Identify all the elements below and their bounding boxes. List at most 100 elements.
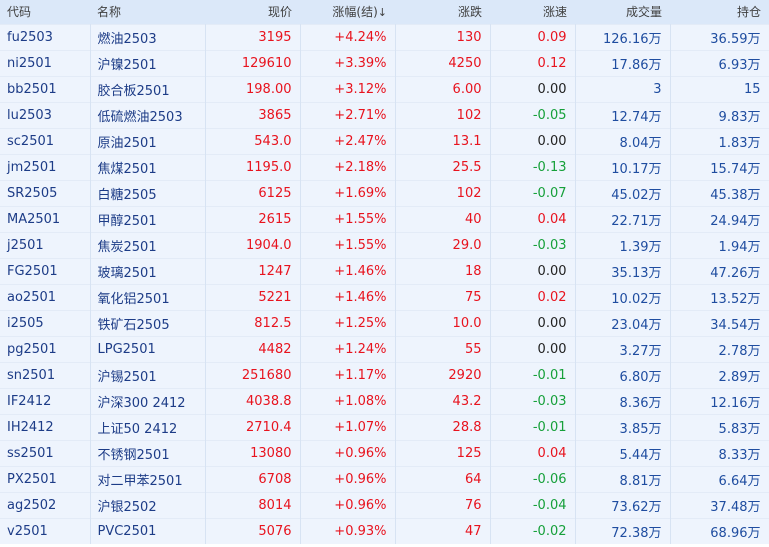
speed-cell: 0.00 (490, 309, 576, 336)
table-row[interactable]: MA2501 甲醇2501 2615 +1.55% 40 0.04 22.71万 24.94万 (0, 205, 769, 232)
table-row[interactable]: sn2501 沪锡2501 251680 +1.17% 2920 -0.01 6.80万 2.… (0, 361, 769, 388)
open-interest-cell: 1.83万 (670, 127, 769, 154)
change-pct-cell: +1.55% (300, 231, 396, 258)
speed-cell: -0.01 (490, 413, 576, 440)
open-interest-cell: 34.54万 (670, 309, 769, 336)
volume-cell: 3 (575, 75, 671, 102)
contract-code-cell: IF2412 (0, 387, 91, 414)
open-interest-cell: 6.64万 (670, 465, 769, 492)
change-pct-cell: +0.96% (300, 439, 396, 466)
volume-cell: 10.02万 (575, 283, 671, 310)
table-row[interactable]: IF2412 沪深300 2412 4038.8 +1.08% 43.2 -0.03 8.3… (0, 387, 769, 414)
table-row[interactable]: ni2501 沪镍2501 129610 +3.39% 4250 0.12 17.86万 6.… (0, 49, 769, 76)
contract-name-cell: 氧化铝2501 (90, 283, 206, 310)
price-cell: 3195 (205, 23, 301, 50)
volume-cell: 126.16万 (575, 23, 671, 50)
change-cell: 40 (395, 205, 491, 232)
table-row[interactable]: v2501 PVC2501 5076 +0.93% 47 -0.02 72.38万 68.96… (0, 517, 769, 544)
open-interest-cell: 68.96万 (670, 517, 769, 544)
change-pct-cell: +0.96% (300, 465, 396, 492)
open-interest-cell: 5.83万 (670, 413, 769, 440)
table-row[interactable]: jm2501 焦煤2501 1195.0 +2.18% 25.5 -0.13 10.17万 1… (0, 153, 769, 180)
change-pct-cell: +1.07% (300, 413, 396, 440)
contract-code-cell: i2505 (0, 309, 91, 336)
table-row[interactable]: lu2503 低硫燃油2503 3865 +2.71% 102 -0.05 12.74万 9.… (0, 101, 769, 128)
open-interest-cell: 2.78万 (670, 335, 769, 362)
contract-code-cell: sn2501 (0, 361, 91, 388)
col-header-volume[interactable]: 成交量 (625, 5, 662, 20)
col-header-price[interactable]: 现价 (267, 5, 292, 20)
speed-cell: 0.00 (490, 335, 576, 362)
contract-code-cell: j2501 (0, 231, 91, 258)
price-cell: 6125 (205, 179, 301, 206)
table-row[interactable]: ao2501 氧化铝2501 5221 +1.46% 75 0.02 10.02万 13.52… (0, 283, 769, 310)
change-cell: 64 (395, 465, 491, 492)
table-row[interactable]: bb2501 胶合板2501 198.00 +3.12% 6.00 0.00 3 15 (0, 75, 769, 102)
table-row[interactable]: j2501 焦炭2501 1904.0 +1.55% 29.0 -0.03 1.39万 1.9… (0, 231, 769, 258)
price-cell: 2710.4 (205, 413, 301, 440)
table-row[interactable]: IH2412 上证50 2412 2710.4 +1.07% 28.8 -0.01 3.85… (0, 413, 769, 440)
price-cell: 5076 (205, 517, 301, 544)
change-cell: 2920 (395, 361, 491, 388)
open-interest-cell: 24.94万 (670, 205, 769, 232)
speed-cell: -0.13 (490, 153, 576, 180)
table-row[interactable]: i2505 铁矿石2505 812.5 +1.25% 10.0 0.00 23.04万 34.… (0, 309, 769, 336)
table-row[interactable]: SR2505 白糖2505 6125 +1.69% 102 -0.07 45.02万 45.3… (0, 179, 769, 206)
contract-code-cell: ni2501 (0, 49, 91, 76)
speed-cell: -0.07 (490, 179, 576, 206)
table-row[interactable]: pg2501 LPG2501 4482 +1.24% 55 0.00 3.27万 2.78万 (0, 335, 769, 362)
change-cell: 76 (395, 491, 491, 518)
speed-cell: -0.06 (490, 465, 576, 492)
contract-name-cell: 上证50 2412 (90, 413, 206, 440)
change-pct-cell: +0.93% (300, 517, 396, 544)
table-row[interactable]: fu2503 燃油2503 3195 +4.24% 130 0.09 126.16万 36.5… (0, 23, 769, 50)
contract-name-cell: 甲醇2501 (90, 205, 206, 232)
col-header-code[interactable]: 代码 (7, 5, 32, 20)
table-row[interactable]: PX2501 对二甲苯2501 6708 +0.96% 64 -0.06 8.81万 6.64… (0, 465, 769, 492)
change-cell: 29.0 (395, 231, 491, 258)
open-interest-cell: 12.16万 (670, 387, 769, 414)
contract-name-cell: 铁矿石2505 (90, 309, 206, 336)
col-header-change-pct[interactable]: 涨幅(结)↓ (300, 0, 395, 24)
contract-name-cell: 玻璃2501 (90, 257, 206, 284)
price-cell: 6708 (205, 465, 301, 492)
open-interest-cell: 1.94万 (670, 231, 769, 258)
contract-code-cell: SR2505 (0, 179, 91, 206)
open-interest-cell: 13.52万 (670, 283, 769, 310)
table-row[interactable]: sc2501 原油2501 543.0 +2.47% 13.1 0.00 8.04万 1.83… (0, 127, 769, 154)
contract-code-cell: FG2501 (0, 257, 91, 284)
open-interest-cell: 36.59万 (670, 23, 769, 50)
change-pct-cell: +1.25% (300, 309, 396, 336)
contract-name-cell: 低硫燃油2503 (90, 101, 206, 128)
col-header-change[interactable]: 涨跌 (457, 5, 482, 20)
price-cell: 13080 (205, 439, 301, 466)
table-row[interactable]: ag2502 沪银2502 8014 +0.96% 76 -0.04 73.62万 37.48… (0, 491, 769, 518)
table-row[interactable]: FG2501 玻璃2501 1247 +1.46% 18 0.00 35.13万 47.26万 (0, 257, 769, 284)
contract-code-cell: MA2501 (0, 205, 91, 232)
contract-code-cell: PX2501 (0, 465, 91, 492)
col-header-open-interest[interactable]: 持仓 (736, 5, 761, 20)
change-cell: 28.8 (395, 413, 491, 440)
open-interest-cell: 47.26万 (670, 257, 769, 284)
volume-cell: 3.85万 (575, 413, 671, 440)
change-pct-cell: +2.71% (300, 101, 396, 128)
change-pct-cell: +1.46% (300, 257, 396, 284)
change-pct-cell: +1.46% (300, 283, 396, 310)
speed-cell: -0.04 (490, 491, 576, 518)
change-cell: 25.5 (395, 153, 491, 180)
col-header-name[interactable]: 名称 (97, 5, 122, 20)
open-interest-cell: 9.83万 (670, 101, 769, 128)
price-cell: 3865 (205, 101, 301, 128)
change-cell: 4250 (395, 49, 491, 76)
price-cell: 4482 (205, 335, 301, 362)
volume-cell: 12.74万 (575, 101, 671, 128)
contract-name-cell: 对二甲苯2501 (90, 465, 206, 492)
col-header-speed[interactable]: 涨速 (542, 5, 567, 20)
change-pct-cell: +0.96% (300, 491, 396, 518)
table-header-row: 代码 名称 现价 涨幅(结)↓ 涨跌 涨速 成交量 持仓 (0, 0, 769, 24)
table-row[interactable]: ss2501 不锈钢2501 13080 +0.96% 125 0.04 5.44万 8.33… (0, 439, 769, 466)
table-body: fu2503 燃油2503 3195 +4.24% 130 0.09 126.16万 36.5… (0, 23, 769, 544)
speed-cell: -0.03 (490, 231, 576, 258)
contract-code-cell: IH2412 (0, 413, 91, 440)
change-cell: 10.0 (395, 309, 491, 336)
